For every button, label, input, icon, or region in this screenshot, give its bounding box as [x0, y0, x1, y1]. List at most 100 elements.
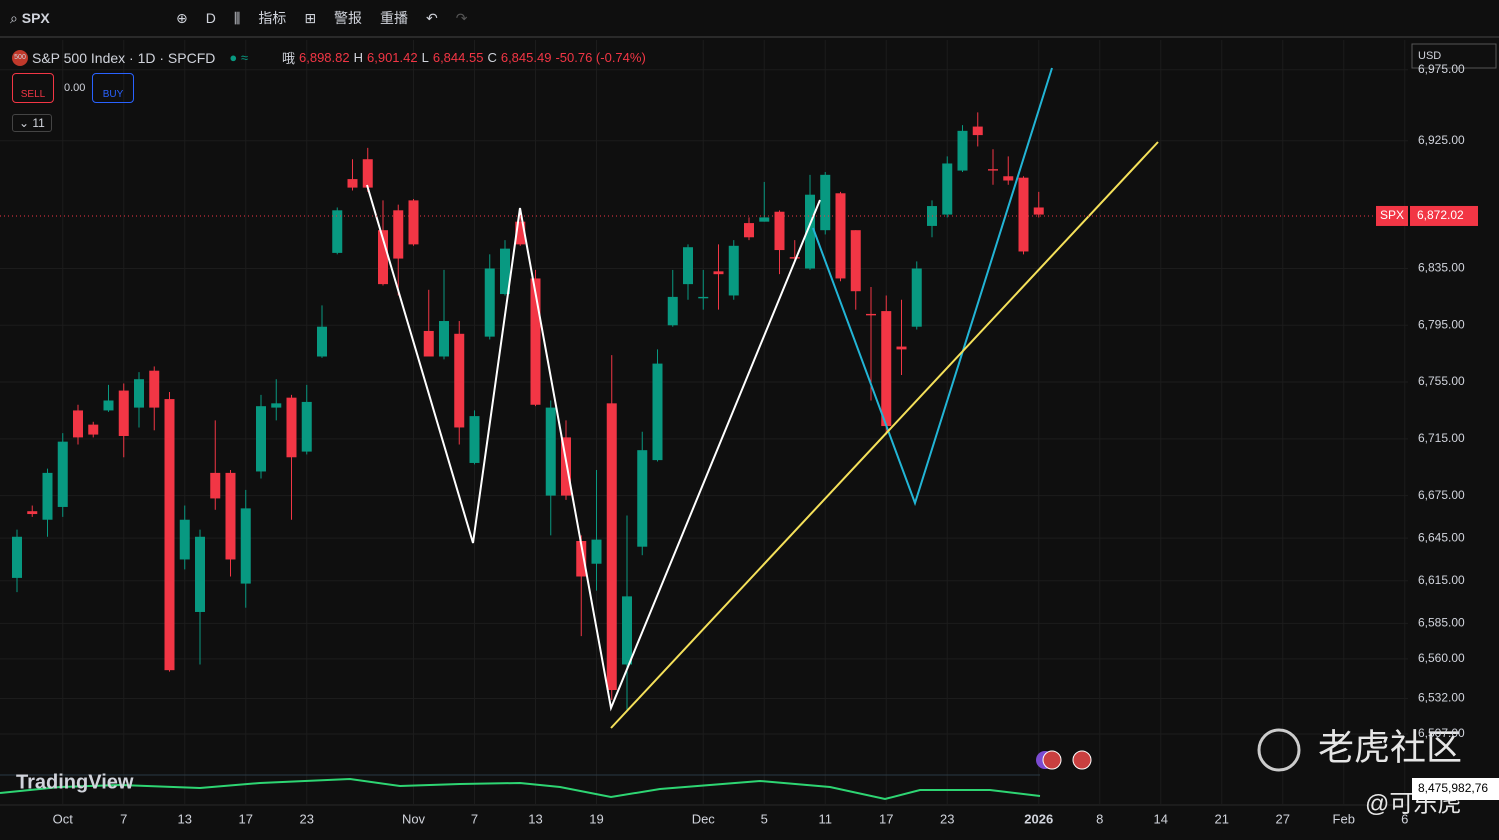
spread: 0.00 — [64, 82, 86, 94]
x-tick-label: 5 — [761, 811, 768, 826]
candle-body — [1003, 176, 1014, 181]
x-tick-label: Nov — [402, 811, 426, 826]
candle-body — [454, 333, 465, 428]
redo[interactable]: ↷ — [455, 9, 468, 26]
candle-body — [606, 403, 617, 691]
collapse-count[interactable]: ⌄ 11 — [12, 114, 52, 132]
candle-body — [27, 511, 38, 515]
y-tick-label: 6,560.00 — [1418, 651, 1465, 665]
legend-title: S&P 500 Index · 1D · SPCFD — [32, 49, 216, 66]
candle-body — [957, 130, 968, 171]
event-icon[interactable] — [1042, 750, 1062, 770]
candle-body — [911, 268, 922, 327]
indicators[interactable]: 指标 — [258, 10, 287, 26]
candle-body — [118, 390, 129, 436]
templates[interactable]: ⊞ — [304, 9, 317, 26]
h-value: 6,901.42 — [367, 50, 418, 65]
y-tick-label: 6,835.00 — [1418, 261, 1465, 275]
candle-body — [774, 211, 785, 251]
x-tick-label: 6 — [1401, 811, 1408, 826]
candle-body — [195, 536, 205, 612]
candle-body — [378, 230, 388, 285]
currency-box[interactable] — [1411, 43, 1497, 69]
sell-button[interactable]: SELL — [12, 73, 54, 103]
candle-body — [561, 437, 571, 496]
candle-body — [805, 194, 815, 269]
candle-body — [881, 311, 892, 427]
c-value: 6,845.49 — [500, 50, 552, 65]
candle-body — [57, 441, 68, 507]
last-price-symbol: SPX — [1380, 208, 1404, 222]
interval[interactable]: D — [205, 10, 216, 26]
x-tick-label: 2026 — [1024, 811, 1053, 826]
candle-body — [240, 508, 251, 584]
symbol[interactable]: SPX — [21, 9, 50, 26]
count: 11 — [32, 116, 45, 130]
candle-body — [423, 330, 434, 357]
candle-body — [972, 126, 983, 136]
candle-body — [1033, 207, 1044, 215]
candle-body — [73, 410, 83, 438]
candle-body — [271, 403, 282, 408]
candle-body — [149, 370, 160, 408]
candle-body — [744, 223, 754, 238]
candle-body — [484, 268, 495, 337]
change: -50.76 (-0.74%) — [555, 50, 646, 65]
candle-body — [835, 193, 846, 279]
candle-body — [225, 472, 236, 560]
candle-body — [866, 313, 876, 316]
y-tick-label: 6,975.00 — [1418, 62, 1465, 76]
candle-body — [530, 278, 541, 405]
candle-body — [393, 210, 404, 259]
drawing-trend — [610, 141, 1159, 729]
candle-body — [576, 541, 587, 577]
c-label: C — [487, 50, 497, 65]
y-tick-label: 6,925.00 — [1418, 133, 1465, 147]
x-tick-label: Dec — [692, 811, 716, 826]
candle-body — [820, 174, 831, 231]
undo[interactable]: ↶ — [426, 9, 438, 26]
event-icon[interactable] — [1072, 750, 1092, 770]
add[interactable]: ⊕ — [176, 9, 188, 26]
candle-body — [408, 200, 419, 245]
last-price-box — [1410, 205, 1478, 226]
candle-body — [683, 247, 693, 285]
plot-bg — [0, 38, 1408, 805]
candle-body — [42, 472, 53, 520]
candle-body — [332, 210, 343, 253]
x-tick-label: 13 — [528, 811, 542, 826]
candle-body — [179, 519, 190, 560]
candle-body — [942, 163, 953, 215]
last-price-box — [1376, 205, 1408, 226]
x-tick-label: 17 — [879, 811, 893, 826]
candle-body — [515, 221, 526, 245]
candle-body — [469, 416, 480, 463]
y-tick-label: 6,585.00 — [1418, 616, 1465, 630]
y-tick-label: 6,795.00 — [1418, 317, 1465, 331]
candle-body — [134, 379, 144, 408]
candle-body — [317, 326, 327, 357]
candle-body — [210, 472, 221, 499]
candle-body — [850, 230, 861, 292]
chart-type[interactable]: ⫼ — [233, 9, 241, 26]
replay[interactable]: 重播 — [380, 10, 409, 26]
symbol-search[interactable]: ⌕ SPX — [10, 9, 50, 26]
o-label: 哦 — [281, 51, 295, 66]
alerts[interactable]: 警报 — [334, 10, 363, 26]
buy-button[interactable]: BUY — [92, 73, 134, 103]
legend: 500 S&P 500 Index · 1D · SPCFD ● ≈ 哦 6,89… — [12, 48, 646, 67]
y-tick-label: 6,507.00 — [1418, 726, 1465, 740]
candle-body — [896, 346, 907, 350]
candle-body — [12, 536, 22, 578]
candle-body — [164, 399, 175, 671]
watermark-logo — [1257, 728, 1301, 772]
volume-label: 8,475,982,76 — [1418, 781, 1488, 795]
x-tick-label: Feb — [1333, 811, 1355, 826]
x-tick-label: 8 — [1096, 811, 1103, 826]
candle-body — [759, 217, 770, 222]
toolbar: ⌕ SPX ⊕ D ⫼ 指标 ⊞ 警报 重播 ↶ ↷ — [0, 0, 1499, 38]
x-tick-label: Oct — [53, 811, 74, 826]
candle-body — [637, 450, 648, 547]
x-tick-label: 13 — [178, 811, 192, 826]
